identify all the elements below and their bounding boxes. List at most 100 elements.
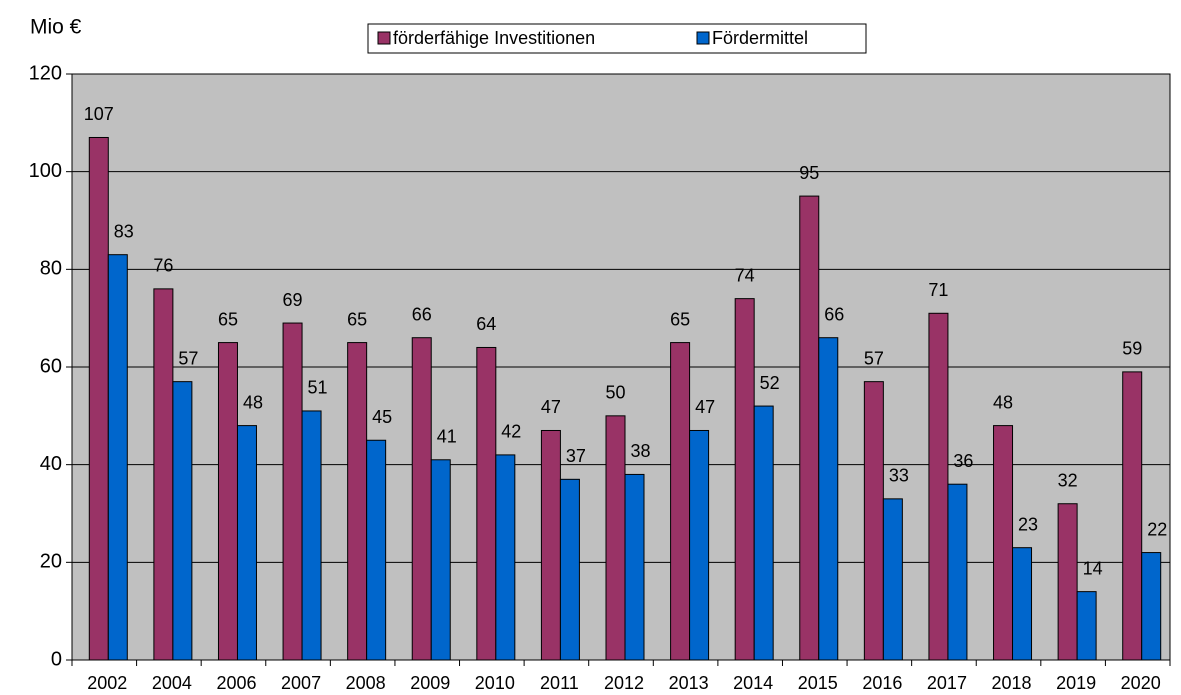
value-label: 65 — [218, 309, 238, 329]
x-tick-label: 2016 — [862, 673, 902, 693]
bar — [753, 405, 774, 661]
value-label: 65 — [347, 309, 367, 329]
bar — [1141, 552, 1162, 661]
x-tick-label: 2004 — [152, 673, 192, 693]
value-label: 51 — [308, 378, 328, 398]
x-tick-label: 2015 — [798, 673, 838, 693]
x-tick-label: 2019 — [1056, 673, 1096, 693]
x-tick-label: 2010 — [475, 673, 515, 693]
value-label: 76 — [153, 256, 173, 276]
bar — [540, 429, 561, 661]
value-label: 59 — [1122, 339, 1142, 359]
bar — [282, 322, 303, 661]
legend-swatch — [696, 31, 710, 45]
value-label: 83 — [114, 221, 134, 241]
value-label: 22 — [1147, 519, 1167, 539]
y-axis-label: Mio € — [30, 16, 82, 39]
x-tick-label: 2013 — [669, 673, 709, 693]
bar — [1012, 547, 1033, 661]
x-tick-label: 2014 — [733, 673, 773, 693]
bar — [947, 483, 968, 661]
value-label: 41 — [437, 427, 457, 447]
bar — [882, 498, 903, 661]
y-tick-label: 60 — [40, 355, 62, 377]
bar — [430, 459, 451, 661]
legend-swatch — [377, 31, 391, 45]
value-label: 48 — [243, 392, 263, 412]
value-label: 71 — [928, 280, 948, 300]
bar — [172, 381, 193, 661]
value-label: 14 — [1083, 558, 1103, 578]
bar — [476, 346, 497, 661]
value-label: 52 — [760, 373, 780, 393]
bar — [734, 298, 755, 661]
x-tick-label: 2008 — [346, 673, 386, 693]
value-label: 48 — [993, 392, 1013, 412]
bar — [605, 415, 626, 661]
x-tick-label: 2018 — [992, 673, 1032, 693]
bar — [236, 425, 257, 661]
bar — [301, 410, 322, 661]
bar — [863, 381, 884, 661]
legend-label: förderfähige Investitionen — [393, 28, 595, 48]
bar — [107, 254, 128, 661]
value-label: 107 — [84, 104, 114, 124]
value-label: 95 — [799, 163, 819, 183]
x-tick-label: 2006 — [216, 673, 256, 693]
value-label: 38 — [630, 441, 650, 461]
bar — [1122, 371, 1143, 661]
value-label: 37 — [566, 446, 586, 466]
bar — [495, 454, 516, 661]
x-tick-label: 2007 — [281, 673, 321, 693]
bar — [689, 429, 710, 661]
value-label: 57 — [178, 348, 198, 368]
value-label: 57 — [864, 348, 884, 368]
bar — [624, 473, 645, 661]
bar — [366, 439, 387, 661]
value-label: 47 — [695, 397, 715, 417]
y-tick-label: 100 — [29, 160, 62, 182]
bar — [559, 478, 580, 661]
x-tick-label: 2011 — [540, 673, 579, 693]
y-tick-label: 120 — [29, 62, 62, 84]
value-label: 45 — [372, 407, 392, 427]
legend-box — [367, 23, 867, 54]
value-label: 36 — [953, 451, 973, 471]
value-label: 33 — [889, 466, 909, 486]
value-label: 65 — [670, 309, 690, 329]
value-label: 47 — [541, 397, 561, 417]
value-label: 42 — [501, 422, 521, 442]
y-tick-label: 80 — [40, 258, 62, 280]
bar — [818, 337, 839, 661]
value-label: 50 — [605, 383, 625, 403]
x-tick-label: 2020 — [1121, 673, 1161, 693]
x-tick-label: 2002 — [87, 673, 127, 693]
value-label: 23 — [1018, 514, 1038, 534]
bar — [153, 288, 174, 661]
legend-label: Fördermittel — [712, 28, 808, 48]
bar — [928, 312, 949, 661]
value-label: 32 — [1058, 470, 1078, 490]
y-tick-label: 20 — [40, 551, 62, 573]
value-label: 64 — [476, 314, 496, 334]
value-label: 74 — [735, 265, 755, 285]
bar — [347, 342, 368, 661]
bar — [670, 342, 691, 661]
value-label: 69 — [283, 290, 303, 310]
bar — [1076, 591, 1097, 661]
value-label: 66 — [824, 304, 844, 324]
legend: förderfähige Investitionen Fördermittel — [367, 23, 867, 54]
bar — [411, 337, 432, 661]
bar — [1057, 503, 1078, 661]
bar — [993, 425, 1014, 661]
x-tick-label: 2009 — [410, 673, 450, 693]
value-label: 66 — [412, 304, 432, 324]
y-tick-label: 0 — [51, 648, 62, 670]
y-tick-label: 40 — [40, 453, 62, 475]
bar — [88, 136, 109, 661]
x-tick-label: 2012 — [604, 673, 644, 693]
bar — [217, 342, 238, 661]
x-tick-label: 2017 — [927, 673, 967, 693]
bar — [799, 195, 820, 661]
